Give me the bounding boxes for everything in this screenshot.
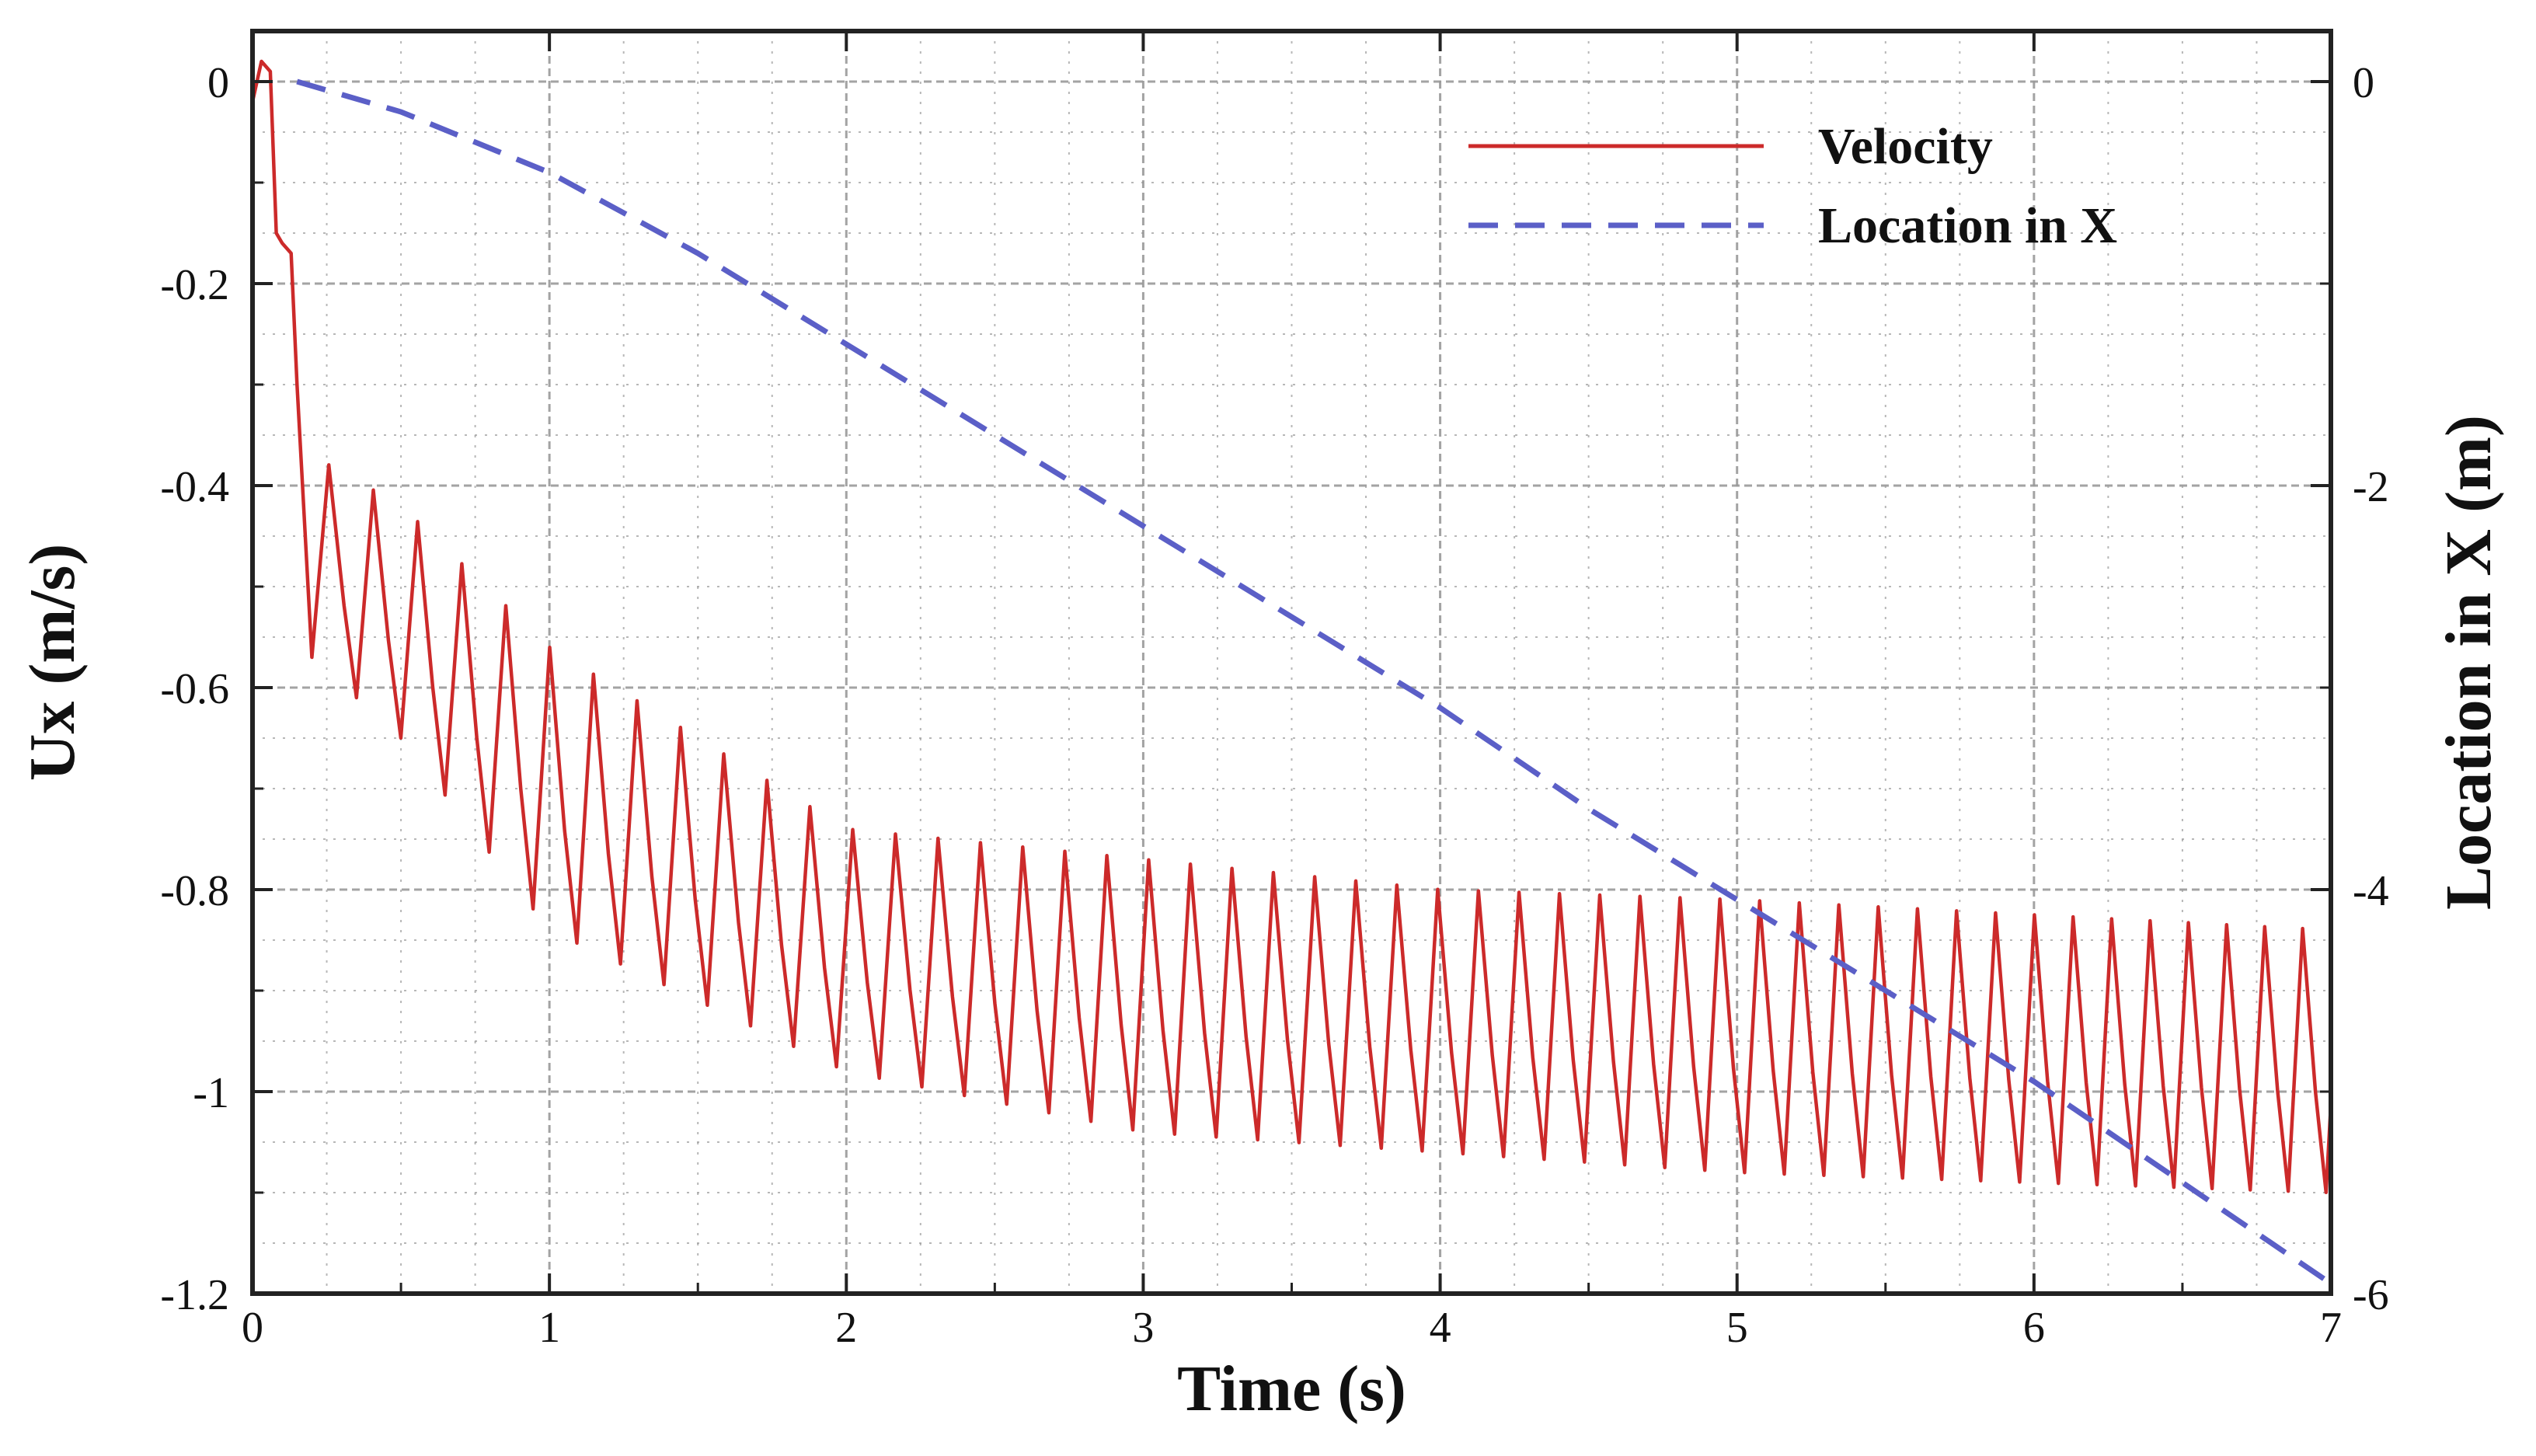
x-tick-label: 4 <box>1430 1304 1451 1352</box>
legend-label-location: Location in X <box>1818 197 2117 254</box>
y-tick-label: -1.2 <box>160 1271 229 1319</box>
y-tick-label: -0.4 <box>160 463 229 511</box>
y-tick-label: 0 <box>207 59 229 107</box>
y-tick-label: -0.8 <box>160 867 229 915</box>
series-layer <box>253 59 2331 1286</box>
y2-tick-label: -6 <box>2353 1271 2389 1319</box>
x-tick-label: 2 <box>835 1304 857 1352</box>
x-tick-label: 7 <box>2320 1304 2342 1352</box>
x-tick-label: 6 <box>2023 1304 2045 1352</box>
y-axis-title: Ux (m/s) <box>16 544 89 782</box>
y2-tick-label: 0 <box>2353 59 2374 107</box>
legend: Velocity Location in X <box>1468 118 2117 254</box>
x-tick-label: 0 <box>242 1304 263 1352</box>
y2-tick-label: -4 <box>2353 867 2389 915</box>
x-tick-label: 5 <box>1726 1304 1748 1352</box>
series-location-line <box>296 78 2331 1286</box>
y-tick-label: -1 <box>193 1069 229 1117</box>
legend-label-velocity: Velocity <box>1818 118 1993 175</box>
y-tick-label: -0.2 <box>160 261 229 309</box>
x-tick-label: 1 <box>538 1304 560 1352</box>
x-axis-title: Time (s) <box>1177 1353 1406 1425</box>
ticks: 0 1 2 3 4 5 6 7 0 -0.2 -0.4 -0.6 -0.8 -1 -1.2 0 -2 -4 -6 <box>160 31 2389 1352</box>
x-tick-label: 3 <box>1132 1304 1154 1352</box>
y-tick-label: -0.6 <box>160 665 229 713</box>
series-velocity-line <box>253 59 2331 1195</box>
y2-tick-label: -2 <box>2353 463 2389 511</box>
y2-axis-title: Location in X (m) <box>2433 415 2505 910</box>
